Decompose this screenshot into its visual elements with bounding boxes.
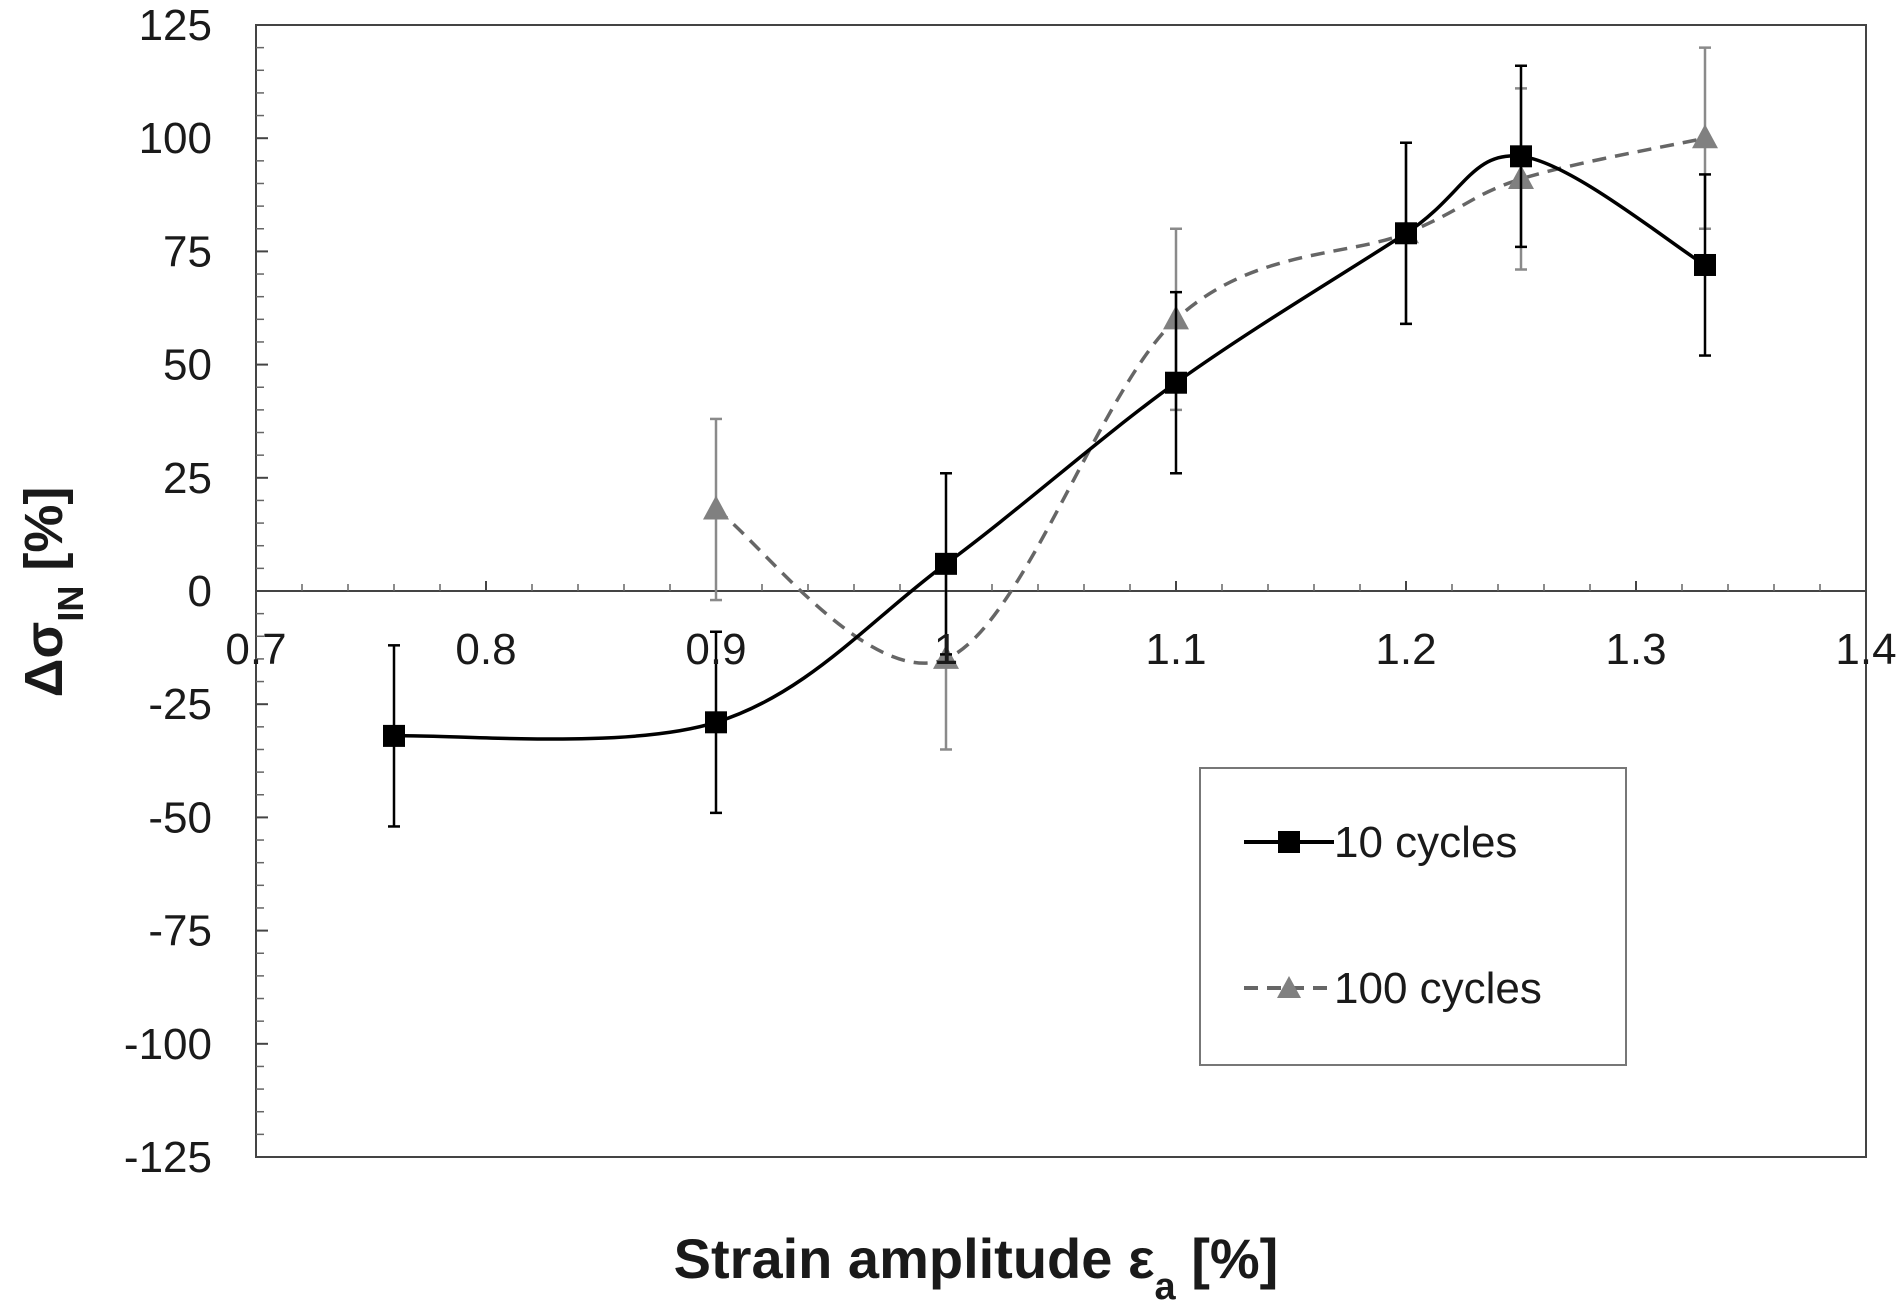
y-axis-title: ΔσIN [%] — [14, 487, 91, 698]
data-point-square — [1395, 222, 1417, 245]
y-tick-label: 50 — [163, 341, 212, 390]
x-tick-label: 1.1 — [1145, 625, 1206, 674]
x-axis-title: Strain amplitude εa [%] — [674, 1227, 1279, 1300]
legend-label-10-cycles: 10 cycles — [1334, 818, 1517, 867]
y-tick-label: -75 — [148, 907, 212, 956]
data-point-square — [1510, 145, 1532, 168]
y-tick-label: -125 — [124, 1133, 212, 1182]
y-tick-label: -25 — [148, 680, 212, 729]
x-tick-label: 1.2 — [1375, 625, 1436, 674]
legend: 10 cycles 100 cycles — [1199, 767, 1627, 1066]
x-tick-label: 1.4 — [1835, 625, 1896, 674]
axes-layer — [255, 24, 1867, 1158]
x-axis-title-unit: [%] — [1176, 1227, 1279, 1290]
data-point-square — [1165, 371, 1187, 394]
series-100-cycles — [703, 46, 1718, 751]
y-tick-label: 0 — [188, 567, 212, 616]
data-point-triangle — [1692, 124, 1718, 149]
data-point-square — [383, 724, 405, 747]
legend-marker-triangle — [1277, 976, 1301, 998]
legend-marker-square — [1278, 831, 1300, 853]
y-axis-title-sub: IN — [50, 586, 91, 622]
data-point-square — [705, 711, 727, 734]
y-tick-label: -50 — [148, 793, 212, 842]
y-axis-title-main: Δσ — [14, 622, 74, 698]
x-tick-label: 0.8 — [455, 625, 516, 674]
x-tick-label: 0.9 — [685, 625, 746, 674]
data-point-square — [1694, 253, 1716, 276]
legend-label-100-cycles: 100 cycles — [1334, 964, 1542, 1013]
series-10-cycles — [383, 64, 1716, 828]
y-tick-label: 125 — [139, 1, 212, 50]
x-tick-label: 0.7 — [225, 625, 286, 674]
x-axis-title-sub: a — [1155, 1266, 1177, 1300]
x-tick-label: 1.3 — [1605, 625, 1666, 674]
y-tick-label: -100 — [124, 1020, 212, 1069]
data-point-triangle — [703, 495, 729, 520]
data-point-triangle — [933, 644, 959, 669]
series-line-100-cycles — [715, 136, 1706, 665]
legend-box — [1199, 767, 1627, 1066]
x-axis-title-main: Strain amplitude ε — [674, 1227, 1155, 1290]
y-tick-label: 25 — [163, 454, 212, 503]
data-point-square — [935, 552, 957, 575]
series-line-10-cycles — [393, 154, 1706, 741]
y-axis-title-unit: [%] — [14, 487, 74, 586]
y-tick-label: 100 — [139, 114, 212, 163]
tick-labels-layer: 125 100 75 50 25 0 -25 -50 -75 -100 -125 0.7 0.8 0.9 1… — [124, 1, 1897, 1182]
series-layer — [383, 46, 1718, 828]
y-tick-label: 75 — [163, 227, 212, 276]
x-tick-label: 1 — [934, 625, 958, 674]
